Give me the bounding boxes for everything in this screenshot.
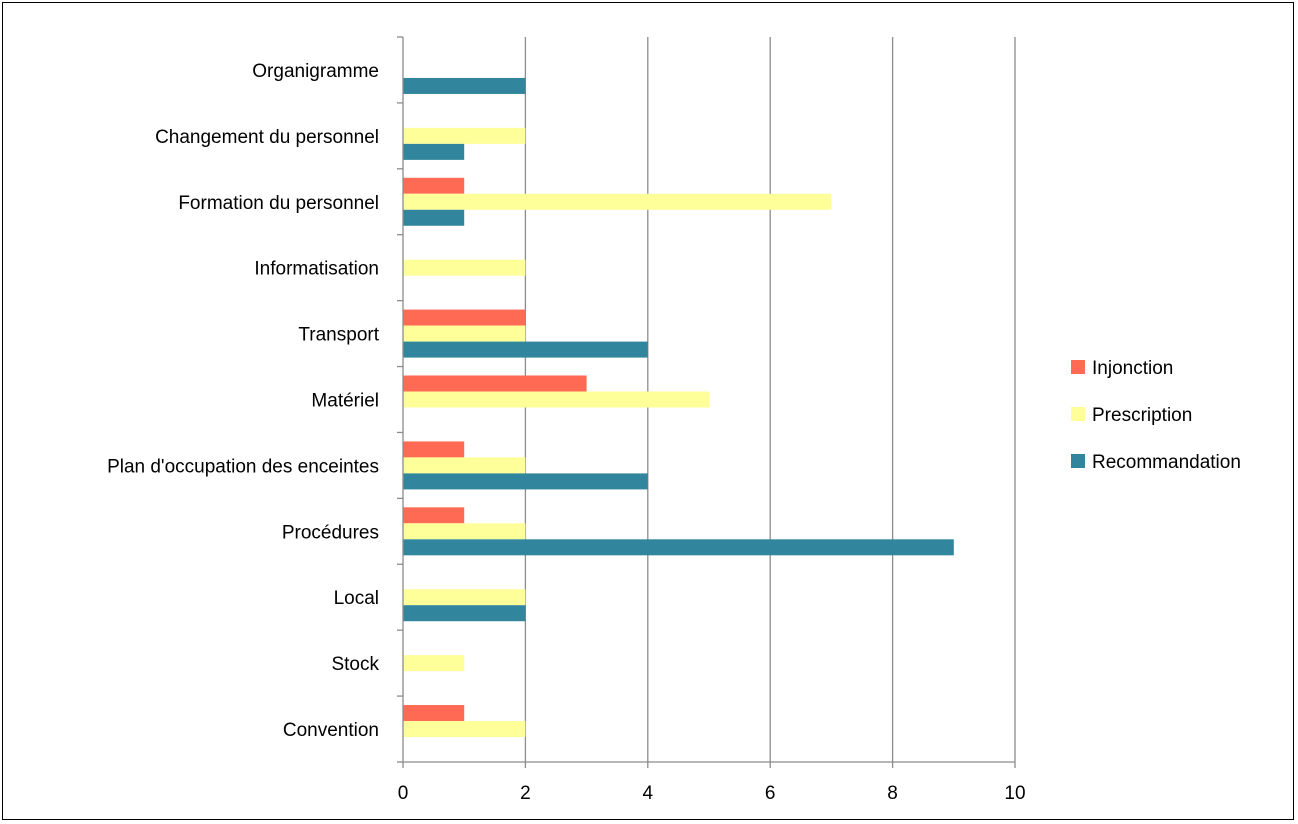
bar-injonction-4 (403, 441, 465, 458)
bar-prescription-6 (403, 325, 526, 342)
category-label: Local (334, 588, 379, 609)
bar-prescription-0 (403, 721, 526, 738)
bar-recommandation-6 (403, 341, 648, 358)
legend-label-injonction: Injonction (1092, 358, 1173, 379)
bar-recommandation-3 (403, 539, 954, 556)
bar-recommandation-10 (403, 77, 526, 94)
bar-recommandation-8 (403, 209, 465, 226)
category-label: Plan d'occupation des enceintes (107, 456, 379, 477)
legend-swatch-injonction (1071, 360, 1085, 374)
bar-recommandation-2 (403, 605, 526, 622)
legend-swatch-recommandation (1071, 454, 1085, 468)
axes: Convention Stock Local Procédures Plan d'occ… (107, 36, 1026, 804)
category-label: Informatisation (254, 259, 379, 280)
bar-injonction-5 (403, 375, 587, 392)
bar-prescription-9 (403, 127, 526, 144)
category-label: Procédures (282, 522, 379, 543)
x-tick-label: 8 (887, 783, 898, 804)
category-label: Changement du personnel (155, 127, 379, 148)
legend-label-recommandation: Recommandation (1092, 452, 1241, 473)
bar-injonction-8 (403, 177, 465, 194)
bar-injonction-0 (403, 705, 465, 722)
category-label: Stock (331, 654, 379, 675)
bars (403, 77, 954, 738)
x-tick-label: 10 (1004, 783, 1025, 804)
category-label: Formation du personnel (178, 193, 379, 214)
bar-injonction-6 (403, 309, 526, 326)
legend-label-prescription: Prescription (1092, 405, 1192, 426)
bar-injonction-3 (403, 507, 465, 524)
legend-swatch-prescription (1071, 407, 1085, 421)
bar-recommandation-9 (403, 143, 465, 160)
x-tick-label: 6 (765, 783, 776, 804)
bar-prescription-7 (403, 259, 526, 276)
legend: Injonction Prescription Recommandation (1071, 358, 1241, 473)
x-tick-label: 0 (398, 783, 409, 804)
bar-prescription-1 (403, 655, 465, 672)
bar-prescription-5 (403, 391, 709, 408)
x-tick-label: 2 (520, 783, 531, 804)
category-label: Transport (298, 325, 379, 346)
category-label: Organigramme (252, 61, 379, 82)
bar-recommandation-4 (403, 473, 648, 490)
bar-prescription-3 (403, 523, 526, 540)
bar-prescription-8 (403, 193, 832, 210)
category-label: Convention (283, 720, 379, 741)
bar-prescription-4 (403, 457, 526, 474)
x-tick-label: 4 (643, 783, 654, 804)
category-label: Matériel (311, 391, 379, 412)
bar-prescription-2 (403, 589, 526, 606)
